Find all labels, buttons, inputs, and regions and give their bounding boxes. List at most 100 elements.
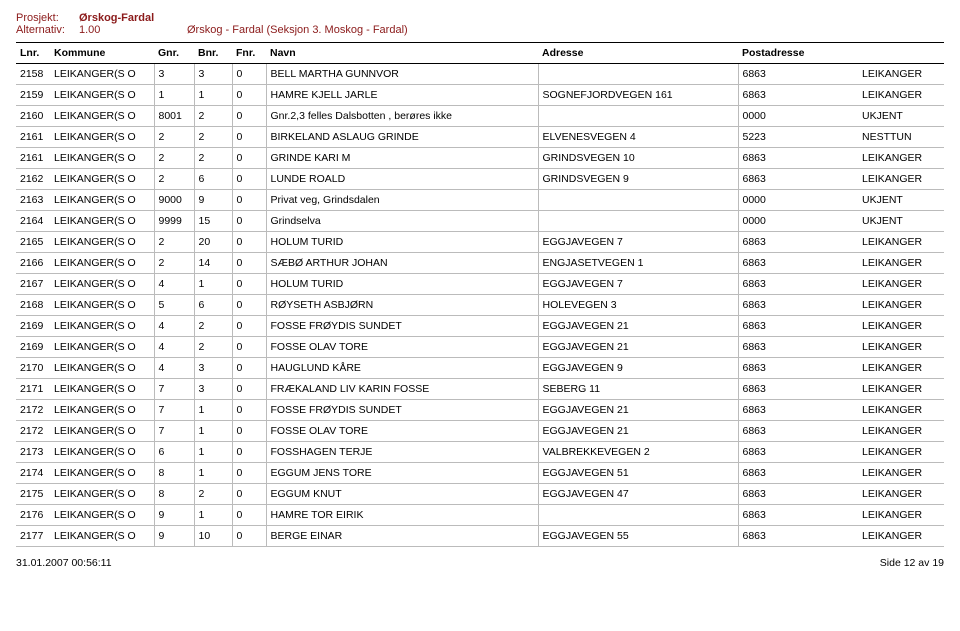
cell: LEIKANGER [858, 148, 944, 169]
cell: LEIKANGER(S O [50, 106, 154, 127]
cell: 0 [232, 253, 266, 274]
cell: LEIKANGER [858, 463, 944, 484]
cell: LEIKANGER [858, 295, 944, 316]
cell: LEIKANGER(S O [50, 421, 154, 442]
col-lnr: Lnr. [16, 43, 50, 64]
cell: 2161 [16, 127, 50, 148]
cell: BIRKELAND ASLAUG GRINDE [266, 127, 538, 148]
cell [538, 190, 738, 211]
cell: LEIKANGER [858, 316, 944, 337]
cell: 9999 [154, 211, 194, 232]
cell: HOLUM TURID [266, 274, 538, 295]
cell: ENGJASETVEGEN 1 [538, 253, 738, 274]
cell: 6863 [738, 484, 858, 505]
cell: 3 [154, 64, 194, 85]
cell: 6863 [738, 295, 858, 316]
cell: FOSSE OLAV TORE [266, 337, 538, 358]
cell: LEIKANGER(S O [50, 148, 154, 169]
cell: 0 [232, 190, 266, 211]
cell: 0 [232, 106, 266, 127]
cell: EGGUM KNUT [266, 484, 538, 505]
cell: LEIKANGER(S O [50, 274, 154, 295]
table-row: 2174LEIKANGER(S O810EGGUM JENS TOREEGGJA… [16, 463, 944, 484]
cell: 2163 [16, 190, 50, 211]
cell: FRÆKALAND LIV KARIN FOSSE [266, 379, 538, 400]
cell: NESTTUN [858, 127, 944, 148]
cell: LEIKANGER [858, 64, 944, 85]
cell: LEIKANGER(S O [50, 442, 154, 463]
cell: 8 [154, 484, 194, 505]
footer: 31.01.2007 00:56:11 Side 12 av 19 [16, 557, 944, 569]
cell: LEIKANGER [858, 85, 944, 106]
cell: 6863 [738, 505, 858, 526]
cell: 2164 [16, 211, 50, 232]
cell: 3 [194, 379, 232, 400]
cell: 0 [232, 442, 266, 463]
table-row: 2168LEIKANGER(S O560RØYSETH ASBJØRNHOLEV… [16, 295, 944, 316]
cell: EGGJAVEGEN 21 [538, 421, 738, 442]
cell: 2172 [16, 421, 50, 442]
cell: 2171 [16, 379, 50, 400]
cell: 0 [232, 337, 266, 358]
cell: HOLEVEGEN 3 [538, 295, 738, 316]
cell: LEIKANGER [858, 274, 944, 295]
cell: 2172 [16, 400, 50, 421]
cell [538, 505, 738, 526]
cell: 2177 [16, 526, 50, 547]
alternative-desc: Ørskog - Fardal (Seksjon 3. Moskog - Far… [187, 24, 408, 36]
cell: 2 [154, 148, 194, 169]
project-label: Prosjekt: [16, 12, 71, 24]
cell: EGGUM JENS TORE [266, 463, 538, 484]
cell: GRINDSVEGEN 10 [538, 148, 738, 169]
cell: 6863 [738, 274, 858, 295]
cell: 0 [232, 85, 266, 106]
cell: 3 [194, 64, 232, 85]
alternative-label: Alternativ: [16, 24, 71, 36]
cell: 2169 [16, 337, 50, 358]
cell: GRINDSVEGEN 9 [538, 169, 738, 190]
cell: 2176 [16, 505, 50, 526]
cell: 10 [194, 526, 232, 547]
cell: 6863 [738, 232, 858, 253]
cell: 6863 [738, 358, 858, 379]
col-postadresse: Postadresse [738, 43, 944, 64]
cell: 2 [194, 316, 232, 337]
cell: EGGJAVEGEN 55 [538, 526, 738, 547]
col-navn: Navn [266, 43, 538, 64]
cell: 2 [154, 232, 194, 253]
cell: EGGJAVEGEN 21 [538, 316, 738, 337]
cell: EGGJAVEGEN 51 [538, 463, 738, 484]
cell: 0 [232, 64, 266, 85]
table-header-row: Lnr. Kommune Gnr. Bnr. Fnr. Navn Adresse… [16, 43, 944, 64]
cell: LEIKANGER [858, 526, 944, 547]
cell: LEIKANGER(S O [50, 211, 154, 232]
cell: EGGJAVEGEN 47 [538, 484, 738, 505]
cell: 0 [232, 421, 266, 442]
cell: RØYSETH ASBJØRN [266, 295, 538, 316]
cell: 2 [154, 127, 194, 148]
cell: UKJENT [858, 106, 944, 127]
cell: 7 [154, 421, 194, 442]
cell: 0 [232, 295, 266, 316]
cell: LEIKANGER [858, 505, 944, 526]
table-row: 2161LEIKANGER(S O220GRINDE KARI MGRINDSV… [16, 148, 944, 169]
cell: LEIKANGER(S O [50, 463, 154, 484]
table-row: 2162LEIKANGER(S O260LUNDE ROALDGRINDSVEG… [16, 169, 944, 190]
cell: LEIKANGER(S O [50, 295, 154, 316]
header-block: Prosjekt: Ørskog-Fardal Alternativ: 1.00… [16, 12, 944, 36]
cell: 2 [154, 253, 194, 274]
cell: EGGJAVEGEN 7 [538, 274, 738, 295]
cell: 8001 [154, 106, 194, 127]
cell: 15 [194, 211, 232, 232]
table-row: 2172LEIKANGER(S O710FOSSE OLAV TOREEGGJA… [16, 421, 944, 442]
cell: 0 [232, 169, 266, 190]
cell: LEIKANGER(S O [50, 484, 154, 505]
cell: 2161 [16, 148, 50, 169]
data-table: Lnr. Kommune Gnr. Bnr. Fnr. Navn Adresse… [16, 43, 944, 547]
cell: LEIKANGER(S O [50, 232, 154, 253]
cell: 20 [194, 232, 232, 253]
cell: FOSSE FRØYDIS SUNDET [266, 400, 538, 421]
cell: 3 [194, 358, 232, 379]
cell: 2158 [16, 64, 50, 85]
cell: 2166 [16, 253, 50, 274]
